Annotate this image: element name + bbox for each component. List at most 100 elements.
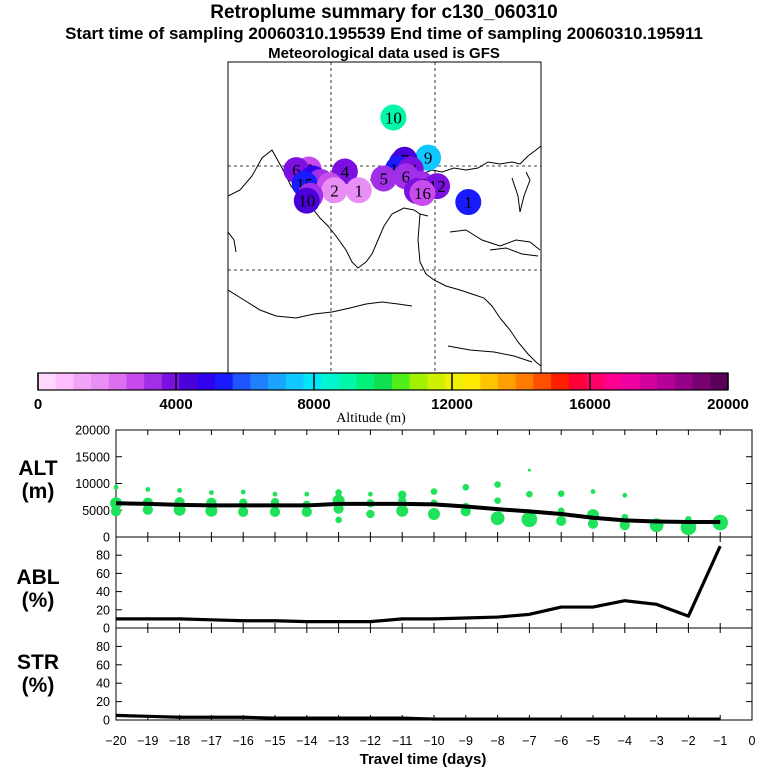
alt-ytick-label-2: 10000 bbox=[75, 477, 110, 491]
colorbar-tick-label-5: 20000 bbox=[707, 396, 749, 413]
colorbar-swatch-17 bbox=[338, 373, 357, 390]
alt-point-46 bbox=[590, 489, 596, 494]
colorbar-swatch-10 bbox=[214, 373, 234, 390]
abl-panel: 0 20 40 60 80 bbox=[96, 536, 753, 636]
abl-ytick-label-1: 20 bbox=[96, 603, 110, 617]
abl-ytick-label-4: 80 bbox=[96, 549, 110, 563]
alt-point-27 bbox=[366, 509, 375, 519]
colorbar-swatch-0 bbox=[38, 373, 57, 390]
colorbar-swatch-8 bbox=[179, 373, 198, 390]
colorbar-swatch-14 bbox=[285, 373, 304, 390]
alt-point-28 bbox=[398, 490, 407, 499]
str-xtick-label-7: −13 bbox=[328, 734, 349, 748]
alt-point-38 bbox=[494, 497, 501, 504]
alt-point-21 bbox=[335, 489, 342, 496]
plume-marker-label-7: 5 bbox=[379, 169, 388, 188]
colorbar-swatch-25 bbox=[480, 373, 499, 390]
str-xtick-label-15: −5 bbox=[586, 734, 600, 748]
plume-marker-label-22: 16 bbox=[414, 184, 431, 203]
colorbar-swatch-31 bbox=[586, 373, 605, 390]
alt-point-14 bbox=[238, 506, 249, 517]
alt-point-51 bbox=[619, 520, 630, 531]
altitude-colorbar: 0 4000 8000 12000 16000 20000 bbox=[34, 372, 749, 413]
plume-marker-label-18: 10 bbox=[298, 192, 315, 211]
str-ytick-label-4: 80 bbox=[96, 640, 110, 654]
alt-point-18 bbox=[304, 491, 310, 497]
colorbar-swatch-27 bbox=[515, 373, 534, 390]
plume-centroid-markers: 10987101165456211532131012121161 bbox=[283, 104, 482, 216]
colorbar-swatch-28 bbox=[533, 373, 552, 390]
alt-point-30 bbox=[396, 504, 409, 517]
alt-point-24 bbox=[335, 516, 342, 524]
plume-marker-label-0: 10 bbox=[385, 108, 402, 127]
colorbar-swatch-33 bbox=[621, 373, 640, 390]
alt-point-49 bbox=[622, 492, 628, 498]
plume-marker-22 bbox=[409, 180, 436, 207]
plume-marker-16 bbox=[345, 177, 372, 204]
colorbar-swatch-19 bbox=[374, 373, 393, 390]
colorbar-swatch-22 bbox=[427, 373, 446, 390]
str-xtick-label-6: −14 bbox=[296, 734, 317, 748]
str-caption-label: STR bbox=[17, 651, 59, 674]
plume-marker-label-1: 9 bbox=[424, 149, 433, 168]
colorbar-swatch-12 bbox=[250, 373, 269, 390]
colorbar-swatch-26 bbox=[498, 373, 517, 390]
str-line bbox=[115, 713, 721, 721]
colorbar-tick-label-4: 16000 bbox=[569, 396, 611, 413]
plume-map: 10987101165456211532131012121161 bbox=[227, 61, 542, 374]
colorbar-swatch-36 bbox=[674, 373, 694, 390]
colorbar-swatch-5 bbox=[126, 373, 145, 390]
met-data-note: Meteorological data used is GFS bbox=[268, 45, 500, 62]
colorbar-swatch-35 bbox=[657, 373, 676, 390]
colorbar-tick-label-0: 0 bbox=[34, 396, 42, 413]
str-xtick-label-0: −20 bbox=[105, 734, 126, 748]
colorbar-swatch-37 bbox=[692, 373, 711, 390]
str-xtick-label-10: −10 bbox=[423, 734, 444, 748]
str-ytick-label-3: 60 bbox=[96, 658, 110, 672]
abl-caption: ABL (%) bbox=[12, 566, 64, 612]
alt-ytick-label-3: 15000 bbox=[75, 450, 110, 464]
colorbar-swatch-9 bbox=[197, 373, 216, 390]
colorbar-swatch-2 bbox=[73, 373, 92, 390]
alt-point-15 bbox=[272, 491, 278, 497]
str-xtick-label-13: −7 bbox=[522, 734, 536, 748]
str-xtick-label-4: −16 bbox=[233, 734, 254, 748]
plume-marker-label-16: 1 bbox=[354, 181, 363, 200]
colorbar-swatch-1 bbox=[55, 373, 74, 390]
str-caption-unit: (%) bbox=[21, 674, 55, 697]
colorbar-swatch-16 bbox=[321, 373, 340, 390]
str-xtick-label-8: −12 bbox=[360, 734, 381, 748]
chart-title: Retroplume summary for c130_060310 bbox=[210, 2, 558, 23]
colorbar-swatch-32 bbox=[604, 373, 623, 390]
abl-caption-label: ABL bbox=[16, 566, 60, 589]
coastlines bbox=[228, 145, 541, 367]
alt-point-39 bbox=[490, 511, 505, 526]
str-xtick-label-12: −8 bbox=[490, 734, 504, 748]
colorbar-swatch-29 bbox=[551, 373, 570, 390]
alt-ytick-label-1: 5000 bbox=[82, 504, 110, 518]
alt-point-41 bbox=[526, 490, 533, 498]
str-xtick-label-17: −3 bbox=[649, 734, 663, 748]
abl-frame bbox=[115, 536, 753, 629]
plume-marker-label-10: 6 bbox=[292, 161, 301, 180]
colorbar-swatch-13 bbox=[268, 373, 287, 390]
colorbar-swatch-3 bbox=[91, 373, 110, 390]
alt-point-43 bbox=[557, 490, 565, 497]
alt-caption-label: ALT bbox=[18, 457, 58, 480]
alt-point-2 bbox=[110, 506, 122, 517]
str-xtick-label-16: −4 bbox=[618, 734, 632, 748]
plume-marker-label-23: 1 bbox=[464, 193, 473, 212]
str-xtick-label-19: −1 bbox=[713, 734, 727, 748]
colorbar-swatch-21 bbox=[409, 373, 428, 390]
alt-caption: ALT (m) bbox=[12, 457, 64, 503]
plume-marker-0 bbox=[380, 104, 407, 131]
colorbar-swatch-11 bbox=[232, 373, 251, 390]
str-xtick-label-9: −11 bbox=[392, 734, 412, 748]
chart-subtitle: Start time of sampling 20060310.195539 E… bbox=[65, 24, 703, 43]
alt-point-25 bbox=[368, 491, 373, 497]
colorbar-swatch-18 bbox=[356, 373, 375, 390]
colorbar-swatch-23 bbox=[444, 373, 464, 390]
str-xtick-label-18: −2 bbox=[681, 734, 695, 748]
colorbar-swatch-24 bbox=[462, 373, 481, 390]
